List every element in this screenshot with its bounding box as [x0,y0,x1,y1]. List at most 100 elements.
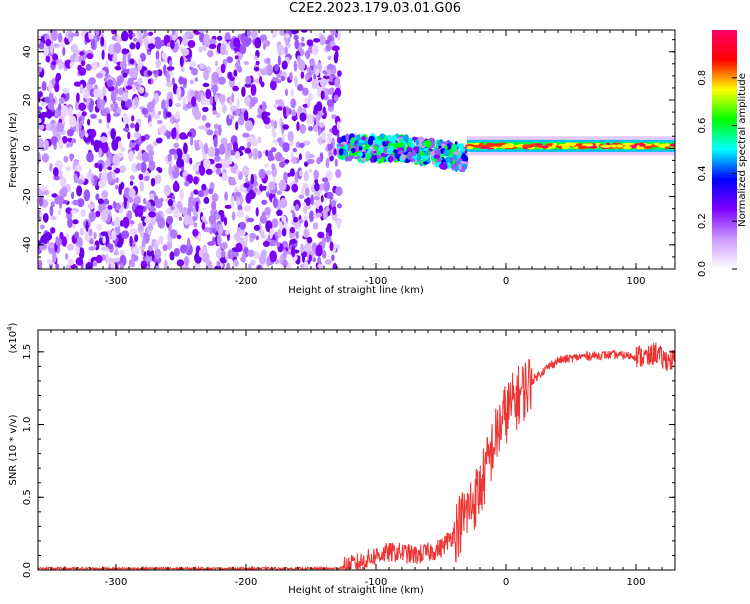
heatmap-cell [203,196,210,204]
heatmap-cell [215,222,220,231]
heatmap-cell [157,167,163,173]
y-tick-label: 0.5 [22,489,33,505]
heatmap-cell [189,90,196,97]
heatmap-cell [215,163,223,169]
heatmap-cell [176,259,185,267]
heatmap-cell [281,215,287,223]
heatmap-cell [155,50,160,61]
heatmap-cell [276,106,283,111]
heatmap-cell [57,32,63,43]
heatmap-cell [357,157,362,163]
heatmap-cell [197,233,201,242]
heatmap-cell [215,247,223,259]
heatmap-cell [51,193,58,198]
heatmap-cell [134,122,140,133]
heatmap-cell [202,106,209,112]
heatmap-cell [236,209,244,218]
heatmap-cell [88,77,96,85]
heatmap-cell [252,148,259,160]
line-frame [37,329,676,571]
heatmap-cell [504,143,515,147]
heatmap-cell [110,103,114,112]
heatmap-cell [437,140,442,146]
heatmap-cell [327,132,333,138]
heatmap-cell [60,105,69,117]
heatmap-cell [664,146,670,150]
heatmap-cell [245,120,253,132]
heatmap-cell [215,168,222,175]
heatmap-cell [298,153,302,161]
heatmap-cell [162,244,168,252]
heatmap-cell [87,203,96,210]
x-tick-label: -100 [365,276,388,287]
heatmap-cell [442,141,449,145]
heatmap-cell [291,183,299,193]
heatmap-cell [309,210,314,223]
heatmap-cell [247,263,252,269]
heatmap-cell [181,66,185,73]
heatmap-cell [337,70,342,77]
heatmap-cell [340,141,348,145]
heatmap-cell [273,120,278,129]
heatmap-cell [224,191,228,201]
heatmap-cell [111,229,117,241]
heatmap-cell [298,194,305,199]
heatmap-cell [245,75,252,85]
heatmap-cell [190,135,194,146]
heatmap-cell [264,163,269,168]
heatmap-cell [411,155,418,159]
heatmap-cell [311,79,317,90]
heatmap-cell [313,169,320,180]
heatmap-cell [218,94,226,103]
heatmap-cell [318,136,323,145]
heatmap-cell [258,168,266,180]
heatmap-cell [69,61,74,69]
heatmap-cell [105,253,109,265]
heatmap-cell [326,99,335,108]
heatmap-cell [287,172,292,177]
heatmap-cell [264,206,271,216]
heatmap-cell [212,110,218,115]
heatmap-cell [149,193,155,200]
heatmap-cell [136,155,141,160]
heatmap-cell [254,37,262,49]
heatmap-cell [337,143,344,147]
heatmap-cell [434,148,441,156]
heatmap-cell [334,78,340,87]
heatmap-cell [158,125,167,135]
heatmap-cell [522,144,531,148]
heatmap-cell [530,143,538,147]
heatmap-cell [305,197,311,206]
heatmap-cell [331,114,337,120]
heatmap-cell [227,142,233,152]
y-tick-label: -40 [22,237,33,253]
x-tick-label: -200 [235,577,258,588]
heatmap-cell [38,106,43,111]
heatmap-cell [61,136,68,144]
heatmap-cell [127,131,131,140]
heatmap-cell [293,34,299,41]
heatmap-cell [271,218,279,228]
heatmap-cell [115,80,122,86]
heatmap-cell [78,67,87,76]
heatmap-cell [335,169,342,179]
heatmap-cell [154,212,159,220]
heatmap-cell [300,71,305,79]
heatmap-cell [187,131,192,137]
heatmap-cell [198,46,203,53]
heatmap-cell [50,227,56,234]
heatmap-cell [132,33,136,38]
heatmap-cell [42,212,49,223]
heatmap-cell [88,30,93,40]
heatmap-cell [173,247,180,257]
heatmap-cell [320,194,324,203]
heatmap-cell [290,30,299,35]
heatmap-cell [244,83,252,88]
heatmap-cell [235,108,241,116]
heatmap-cell [113,251,120,256]
heatmap-cell [182,35,188,47]
heatmap-cell [304,97,309,104]
heatmap-cell [334,158,338,167]
heatmap-cell [269,228,273,240]
